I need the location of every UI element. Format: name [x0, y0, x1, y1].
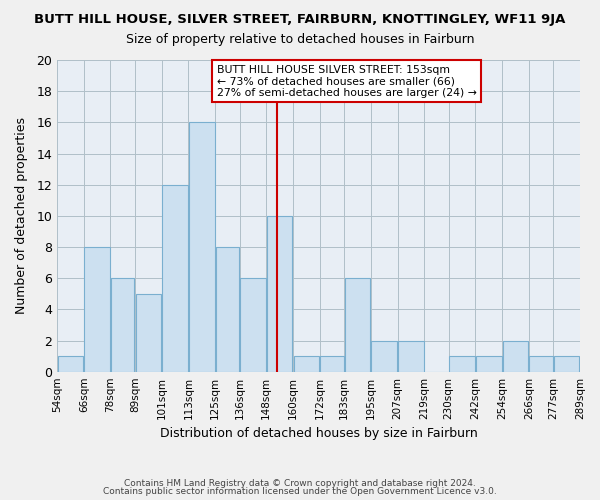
Text: Size of property relative to detached houses in Fairburn: Size of property relative to detached ho…	[126, 32, 474, 46]
X-axis label: Distribution of detached houses by size in Fairburn: Distribution of detached houses by size …	[160, 427, 478, 440]
Bar	[320, 356, 344, 372]
Bar	[476, 356, 502, 372]
Bar	[554, 356, 580, 372]
Y-axis label: Number of detached properties: Number of detached properties	[15, 118, 28, 314]
Bar	[344, 278, 370, 372]
Bar	[503, 340, 528, 372]
Text: Contains HM Land Registry data © Crown copyright and database right 2024.: Contains HM Land Registry data © Crown c…	[124, 478, 476, 488]
Bar	[189, 122, 215, 372]
Bar	[240, 278, 266, 372]
Bar	[85, 247, 110, 372]
Bar	[215, 247, 239, 372]
Text: BUTT HILL HOUSE, SILVER STREET, FAIRBURN, KNOTTINGLEY, WF11 9JA: BUTT HILL HOUSE, SILVER STREET, FAIRBURN…	[34, 12, 566, 26]
Bar	[267, 216, 292, 372]
Bar	[136, 294, 161, 372]
Bar	[293, 356, 319, 372]
Bar	[111, 278, 134, 372]
Bar	[449, 356, 475, 372]
Bar	[398, 340, 424, 372]
Bar	[162, 184, 188, 372]
Bar	[58, 356, 83, 372]
Text: Contains public sector information licensed under the Open Government Licence v3: Contains public sector information licen…	[103, 487, 497, 496]
Text: BUTT HILL HOUSE SILVER STREET: 153sqm
← 73% of detached houses are smaller (66)
: BUTT HILL HOUSE SILVER STREET: 153sqm ← …	[217, 64, 476, 98]
Bar	[529, 356, 553, 372]
Bar	[371, 340, 397, 372]
